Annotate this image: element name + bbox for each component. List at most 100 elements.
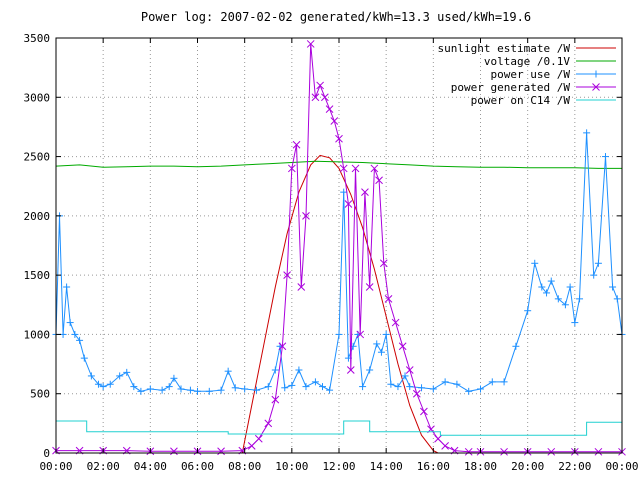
data-point: [316, 81, 324, 90]
y-tick-label: 3500: [24, 32, 51, 45]
data-point: [80, 354, 88, 362]
data-point: [441, 378, 449, 386]
series-power-use-w: [52, 129, 626, 395]
data-point: [292, 140, 301, 149]
data-point: [170, 447, 178, 456]
data-point: [281, 384, 289, 392]
legend-label: power use /W: [491, 68, 571, 81]
data-point: [384, 295, 393, 303]
y-tick-label: 3000: [24, 91, 51, 104]
series-line: [241, 154, 439, 454]
data-point: [320, 93, 329, 102]
data-point: [66, 319, 74, 327]
data-point: [302, 212, 310, 220]
data-point: [146, 385, 154, 393]
data-point: [271, 366, 279, 374]
data-point: [340, 188, 348, 196]
legend-label: power generated /W: [451, 81, 571, 94]
x-tick-label: 22:00: [558, 460, 591, 473]
data-point: [123, 368, 131, 376]
data-point: [373, 340, 381, 348]
data-point: [283, 271, 291, 279]
series-line: [56, 43, 622, 453]
data-point: [547, 447, 556, 456]
data-point: [264, 383, 272, 391]
data-point: [311, 93, 320, 102]
data-point: [566, 283, 574, 291]
data-point: [194, 387, 201, 395]
data-point: [465, 387, 473, 395]
data-point: [561, 301, 569, 309]
data-point: [177, 385, 185, 393]
data-point: [186, 386, 194, 394]
data-point: [359, 383, 367, 391]
data-point: [318, 383, 326, 391]
data-point: [224, 367, 232, 375]
data-point: [379, 259, 388, 268]
y-tick-label: 1500: [24, 269, 51, 282]
data-point: [106, 380, 114, 388]
series-line: [56, 420, 622, 436]
data-point: [326, 386, 334, 394]
chart-title: Power log: 2007-02-02 generated/kWh=13.3…: [141, 10, 531, 24]
data-point: [241, 385, 249, 393]
y-tick-label: 2000: [24, 210, 51, 223]
data-point: [335, 330, 343, 338]
data-point: [382, 330, 390, 338]
data-point: [500, 447, 508, 456]
data-point: [601, 153, 609, 161]
data-point: [130, 383, 138, 391]
x-tick-label: 18:00: [464, 460, 497, 473]
x-axis: 00:00 02:00 04:00 06:00 08:00 10:00 12:00 14:00…: [39, 38, 639, 473]
data-point: [398, 342, 407, 351]
data-point: [377, 348, 385, 356]
data-point: [609, 283, 617, 291]
data-point: [295, 366, 303, 374]
data-point: [116, 372, 124, 380]
data-point: [391, 318, 400, 327]
data-point: [543, 289, 551, 297]
data-point: [297, 283, 306, 291]
data-point: [165, 383, 173, 391]
data-point: [302, 383, 310, 391]
data-point: [370, 164, 379, 173]
data-point: [356, 330, 365, 339]
data-point: [71, 330, 79, 338]
series-sunlight-estimate-w: [241, 154, 439, 454]
series-power-on-c14-w: [56, 420, 622, 436]
x-tick-label: 00:00: [39, 460, 72, 473]
data-point: [512, 342, 520, 350]
x-tick-label: 06:00: [181, 460, 214, 473]
x-tick-label: 12:00: [322, 460, 355, 473]
x-tick-label: 10:00: [275, 460, 308, 473]
data-point: [594, 447, 603, 456]
y-tick-label: 500: [30, 388, 50, 401]
data-point: [335, 134, 343, 143]
y-tick-label: 2500: [24, 151, 51, 164]
data-point: [406, 383, 414, 391]
data-point: [346, 366, 355, 374]
data-point: [87, 372, 95, 380]
x-tick-label: 16:00: [417, 460, 450, 473]
y-tick-label: 1000: [24, 328, 51, 341]
data-point: [453, 380, 461, 388]
data-point: [217, 447, 225, 456]
data-point: [418, 384, 426, 392]
data-point: [137, 387, 145, 395]
data-point: [330, 117, 339, 125]
data-point: [401, 372, 409, 380]
data-point: [247, 442, 256, 450]
data-point: [554, 295, 562, 303]
legend-marker: [592, 83, 600, 91]
data-point: [365, 283, 374, 291]
data-point: [63, 283, 71, 291]
data-point: [287, 164, 296, 173]
data-point: [306, 40, 315, 48]
data-point: [613, 295, 621, 303]
legend-label: power on C14 /W: [471, 94, 571, 107]
data-point: [405, 366, 414, 374]
data-point: [99, 383, 107, 391]
data-point: [339, 164, 348, 173]
data-point: [278, 342, 287, 351]
data-point: [583, 129, 591, 137]
